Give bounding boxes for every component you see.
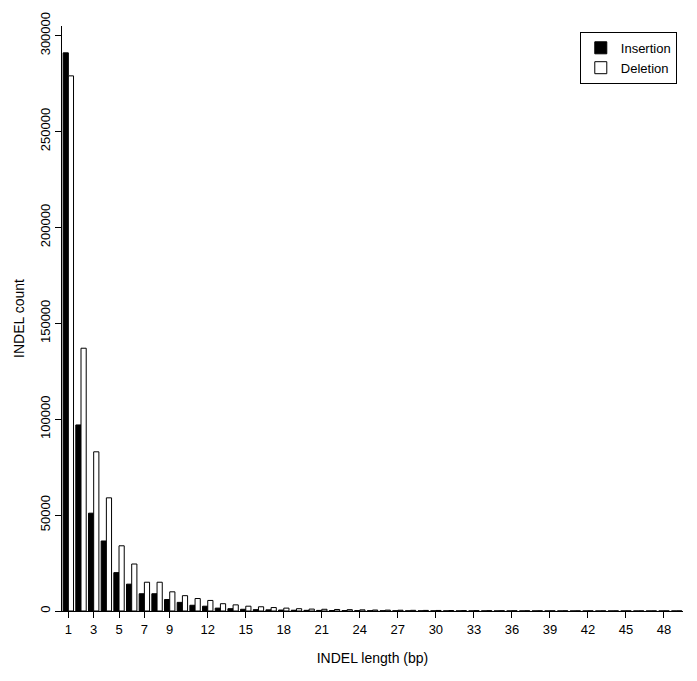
svg-text:33: 33 xyxy=(467,622,481,637)
svg-text:Deletion: Deletion xyxy=(621,61,669,76)
svg-text:300000: 300000 xyxy=(38,12,53,55)
svg-text:42: 42 xyxy=(581,622,595,637)
svg-text:12: 12 xyxy=(201,622,215,637)
svg-text:INDEL count: INDEL count xyxy=(11,279,27,358)
svg-text:0: 0 xyxy=(38,605,53,612)
svg-text:50000: 50000 xyxy=(38,495,53,531)
svg-text:7: 7 xyxy=(141,622,148,637)
svg-text:Insertion: Insertion xyxy=(621,41,671,56)
svg-text:250000: 250000 xyxy=(38,108,53,151)
svg-text:5: 5 xyxy=(115,622,122,637)
svg-text:21: 21 xyxy=(315,622,329,637)
svg-text:18: 18 xyxy=(277,622,291,637)
svg-text:15: 15 xyxy=(239,622,253,637)
svg-text:100000: 100000 xyxy=(38,396,53,439)
svg-text:1: 1 xyxy=(65,622,72,637)
svg-text:45: 45 xyxy=(619,622,633,637)
svg-text:INDEL length (bp): INDEL length (bp) xyxy=(317,650,429,666)
svg-text:48: 48 xyxy=(657,622,671,637)
svg-text:36: 36 xyxy=(505,622,519,637)
svg-text:150000: 150000 xyxy=(38,300,53,343)
svg-text:200000: 200000 xyxy=(38,204,53,247)
svg-text:3: 3 xyxy=(90,622,97,637)
svg-text:39: 39 xyxy=(543,622,557,637)
svg-text:24: 24 xyxy=(353,622,367,637)
svg-text:30: 30 xyxy=(429,622,443,637)
svg-text:9: 9 xyxy=(166,622,173,637)
svg-text:27: 27 xyxy=(391,622,405,637)
